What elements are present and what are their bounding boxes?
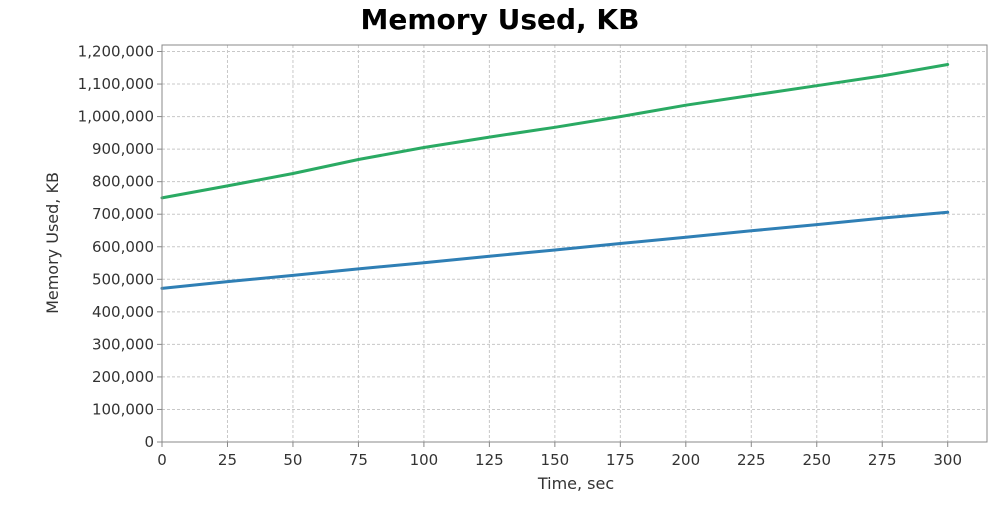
y-tick-label: 1,200,000 xyxy=(78,43,154,61)
x-tick-label: 100 xyxy=(410,451,439,469)
chart-title: Memory Used, KB xyxy=(361,3,640,36)
x-tick-label: 50 xyxy=(283,451,302,469)
x-tick-label: 200 xyxy=(671,451,700,469)
x-tick-label: 250 xyxy=(802,451,831,469)
y-tick-label: 200,000 xyxy=(92,368,154,386)
x-tick-label: 275 xyxy=(868,451,897,469)
y-tick-label: 500,000 xyxy=(92,270,154,288)
x-tick-label: 175 xyxy=(606,451,635,469)
y-tick-label: 400,000 xyxy=(92,303,154,321)
x-tick-label: 0 xyxy=(157,451,167,469)
y-tick-label: 0 xyxy=(144,433,154,451)
y-tick-label: 900,000 xyxy=(92,140,154,158)
plot-area xyxy=(162,45,987,442)
y-tick-label: 700,000 xyxy=(92,205,154,223)
y-axis-label: Memory Used, KB xyxy=(43,172,62,314)
x-tick-label: 300 xyxy=(933,451,962,469)
x-tick-label: 225 xyxy=(737,451,766,469)
series-group xyxy=(160,63,950,290)
y-tick-label: 1,000,000 xyxy=(78,108,154,126)
series-line-1 xyxy=(160,210,950,290)
x-tick-label: 150 xyxy=(541,451,570,469)
y-tick-label: 1,100,000 xyxy=(78,75,154,93)
x-axis-label: Time, sec xyxy=(537,474,614,493)
x-tick-label: 125 xyxy=(475,451,504,469)
axes: 0 100,000 200,000 300,000 400,000 500,000 600,… xyxy=(78,43,988,469)
x-tick-label: 75 xyxy=(349,451,368,469)
x-tick-label: 25 xyxy=(218,451,237,469)
y-tick-label: 100,000 xyxy=(92,400,154,418)
y-tick-label: 300,000 xyxy=(92,335,154,353)
plot-border xyxy=(161,44,988,443)
series-line-2 xyxy=(160,63,950,200)
y-tick-label: 600,000 xyxy=(92,238,154,256)
y-tick-label: 800,000 xyxy=(92,173,154,191)
